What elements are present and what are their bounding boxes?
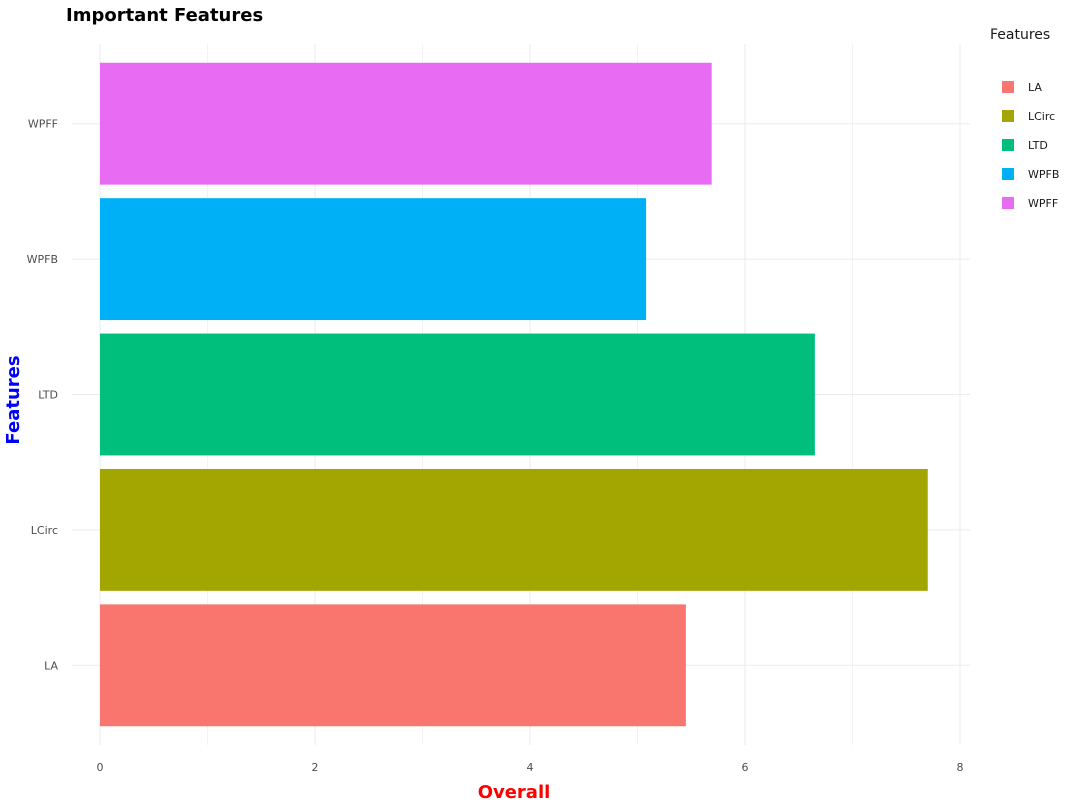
y-tick-label: WPFB bbox=[27, 253, 58, 266]
legend: Features LA LCirc LTD WPFB WPFF bbox=[990, 27, 1059, 210]
y-tick-label: LCirc bbox=[31, 524, 58, 537]
y-tick-label: LA bbox=[44, 659, 58, 672]
x-tick-labels: 0 2 4 6 8 bbox=[97, 761, 964, 774]
legend-label: LA bbox=[1028, 81, 1042, 94]
y-tick-labels: LA LCirc LTD WPFB WPFF bbox=[27, 118, 59, 673]
legend-label: WPFF bbox=[1028, 197, 1058, 210]
legend-label: WPFB bbox=[1028, 168, 1059, 181]
legend-swatch bbox=[1002, 168, 1014, 180]
legend-label: LTD bbox=[1028, 139, 1048, 152]
x-axis-title: Overall bbox=[478, 782, 551, 802]
legend-label: LCirc bbox=[1028, 110, 1055, 123]
bars bbox=[100, 62, 928, 727]
bar-wpff bbox=[100, 62, 712, 185]
bar-la bbox=[100, 604, 686, 727]
y-tick-label: LTD bbox=[38, 389, 58, 402]
bar-wpfb bbox=[100, 198, 647, 321]
bar-ltd bbox=[100, 333, 815, 456]
x-tick-label: 0 bbox=[97, 761, 104, 774]
legend-swatch bbox=[1002, 139, 1014, 151]
legend-title: Features bbox=[990, 27, 1050, 43]
y-axis-title: Features bbox=[3, 355, 24, 444]
x-tick-label: 2 bbox=[312, 761, 319, 774]
x-tick-label: 8 bbox=[957, 761, 964, 774]
legend-swatch bbox=[1002, 110, 1014, 122]
bar-lcirc bbox=[100, 468, 928, 591]
x-tick-label: 4 bbox=[527, 761, 534, 774]
legend-swatch bbox=[1002, 197, 1014, 209]
x-tick-label: 6 bbox=[742, 761, 749, 774]
y-tick-label: WPFF bbox=[28, 118, 58, 131]
legend-swatch bbox=[1002, 81, 1014, 93]
chart-title: Important Features bbox=[66, 5, 263, 26]
legend-items: LA LCirc LTD WPFB WPFF bbox=[1002, 81, 1059, 210]
